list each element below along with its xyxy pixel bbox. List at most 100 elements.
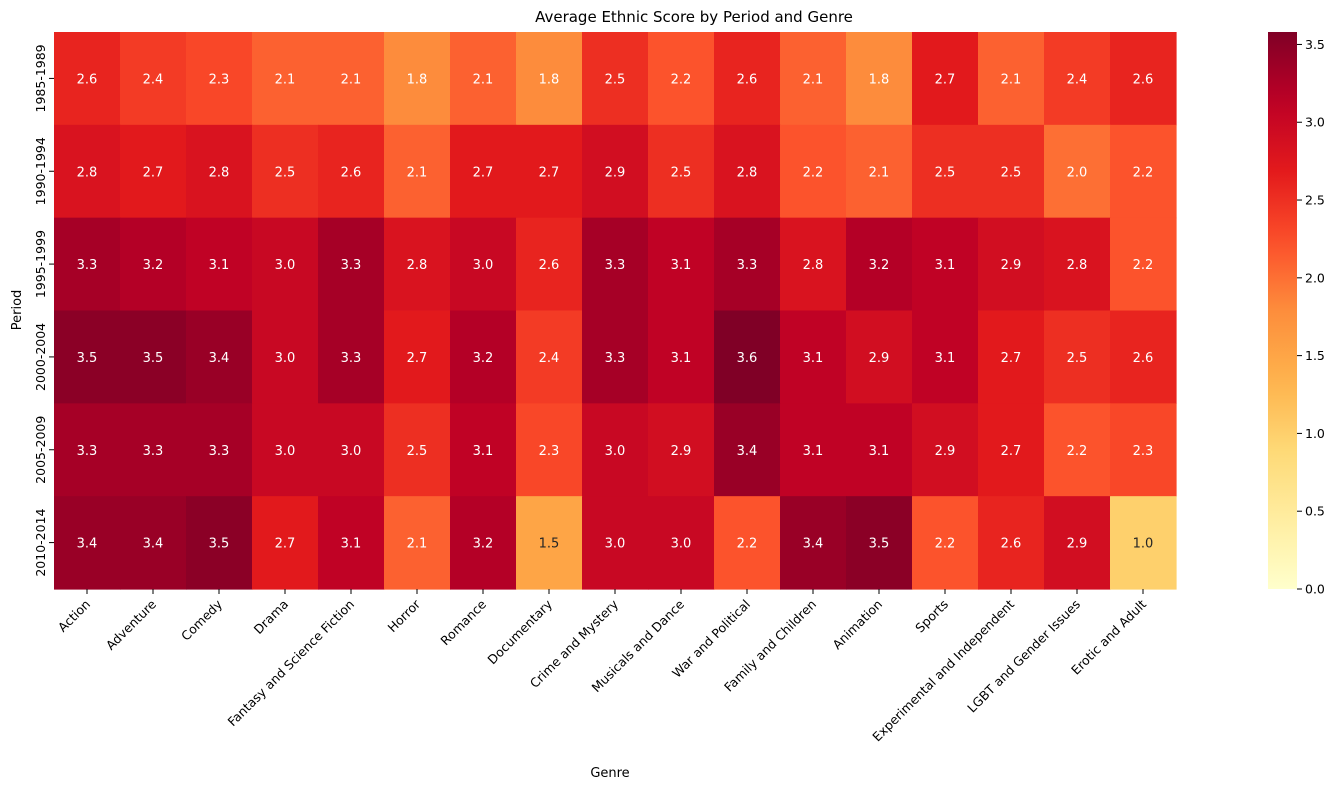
cell-value-label: 2.1 (407, 537, 428, 552)
heatmap-cell (450, 124, 517, 219)
cell-value-label: 2.1 (407, 165, 428, 180)
cell-value-label: 2.5 (1001, 165, 1022, 180)
cell-value-label: 2.9 (1067, 537, 1088, 552)
x-tick-label: Fantasy and Science Fiction (224, 597, 357, 730)
cell-value-label: 2.6 (1133, 351, 1154, 366)
cell-value-label: 3.3 (143, 444, 164, 459)
cell-value-label: 3.3 (605, 351, 626, 366)
heatmap-cell (714, 124, 781, 219)
cell-value-label: 2.6 (737, 72, 758, 87)
heatmap-cell (582, 124, 649, 219)
heatmap-cell (582, 217, 649, 312)
heatmap-cell (912, 217, 979, 312)
heatmap-cell (318, 217, 385, 312)
heatmap-cell (318, 403, 385, 497)
heatmap-cell (1044, 403, 1111, 497)
heatmap-cell (780, 310, 847, 404)
heatmap-cell (186, 32, 253, 126)
heatmap-cell (582, 32, 649, 126)
cell-value-label: 3.3 (77, 258, 98, 273)
heatmap-cell (252, 496, 319, 590)
cell-value-label: 1.0 (1133, 537, 1154, 552)
cell-value-label: 3.4 (209, 351, 230, 366)
cell-value-label: 2.1 (869, 165, 890, 180)
heatmap-cell (912, 310, 979, 404)
x-tick-label: Animation (829, 597, 885, 653)
heatmap-cell (846, 124, 913, 219)
cell-value-label: 2.7 (935, 72, 956, 87)
heatmap-cells (54, 32, 1177, 590)
cell-value-label: 2.6 (1133, 72, 1154, 87)
heatmap-cell (714, 32, 781, 126)
heatmap-cell (450, 32, 517, 126)
heatmap-cell (780, 124, 847, 219)
x-tick-label: Romance (437, 596, 489, 648)
colorbar-tick-label: 1.0 (1305, 426, 1325, 441)
cell-value-label: 3.3 (209, 444, 230, 459)
cell-value-label: 3.1 (803, 351, 824, 366)
heatmap-cell (714, 217, 781, 312)
cell-value-label: 3.0 (605, 537, 626, 552)
heatmap-cell (1110, 310, 1177, 404)
heatmap-cell (450, 403, 517, 497)
cell-value-label: 3.0 (473, 258, 494, 273)
cell-value-label: 3.3 (737, 258, 758, 273)
cell-value-label: 2.2 (671, 72, 692, 87)
cell-value-label: 2.3 (539, 444, 560, 459)
cell-value-label: 2.6 (341, 165, 362, 180)
cell-value-label: 2.1 (473, 72, 494, 87)
cell-value-label: 3.1 (935, 351, 956, 366)
chart-title: Average Ethnic Score by Period and Genre (535, 8, 853, 26)
heatmap-cell (252, 403, 319, 497)
cell-value-label: 3.3 (341, 351, 362, 366)
heatmap-cell (978, 124, 1045, 219)
colorbar-tick-label: 2.0 (1305, 270, 1325, 285)
heatmap-cell (450, 217, 517, 312)
cell-value-label: 3.1 (671, 258, 692, 273)
y-tick-label: 1985-1989 (33, 44, 48, 112)
cell-value-label: 2.6 (1001, 537, 1022, 552)
heatmap-cell (912, 32, 979, 126)
heatmap-cell (516, 124, 583, 219)
heatmap-cell (648, 32, 715, 126)
heatmap-cell (186, 403, 253, 497)
colorbar-tick-label: 0.0 (1305, 582, 1325, 597)
cell-value-label: 3.6 (737, 351, 758, 366)
cell-value-label: 2.3 (209, 72, 230, 87)
y-tick-label: 1995-1999 (33, 230, 48, 298)
heatmap-cell (516, 310, 583, 404)
cell-value-label: 1.8 (869, 72, 890, 87)
cell-value-label: 3.3 (605, 258, 626, 273)
colorbar-gradient (1268, 32, 1297, 589)
cell-value-label: 2.7 (143, 165, 164, 180)
heatmap-cell (318, 32, 385, 126)
cell-value-label: 2.9 (1001, 258, 1022, 273)
heatmap-cell (516, 403, 583, 497)
heatmap-cell (714, 403, 781, 497)
heatmap-cell (978, 32, 1045, 126)
y-tick-label: 2000-2004 (33, 323, 48, 391)
heatmap-cell (384, 124, 451, 219)
heatmap-cell (186, 310, 253, 404)
cell-value-label: 2.4 (143, 72, 164, 87)
heatmap-cell (516, 496, 583, 590)
cell-value-label: 2.5 (605, 72, 626, 87)
y-tick-label: 1990-1994 (33, 137, 48, 205)
cell-value-label: 2.7 (539, 165, 560, 180)
y-axis: 1985-1989 1990-1994 1995-1999 2000-2004 2005… (33, 44, 54, 577)
cell-value-label: 2.2 (1133, 165, 1154, 180)
cell-value-label: 2.2 (737, 537, 758, 552)
heatmap-cell (1044, 217, 1111, 312)
colorbar-tick-label: 3.5 (1305, 37, 1325, 52)
heatmap-cell (1110, 124, 1177, 219)
heatmap-cell (384, 496, 451, 590)
heatmap-cell (978, 217, 1045, 312)
cell-value-label: 2.9 (671, 444, 692, 459)
heatmap-cell (54, 496, 121, 590)
heatmap-cell (450, 310, 517, 404)
x-tick-label: Action (55, 597, 93, 635)
heatmap-cell (252, 32, 319, 126)
heatmap-cell (780, 496, 847, 590)
heatmap-cell (384, 403, 451, 497)
cell-value-label: 1.8 (539, 72, 560, 87)
